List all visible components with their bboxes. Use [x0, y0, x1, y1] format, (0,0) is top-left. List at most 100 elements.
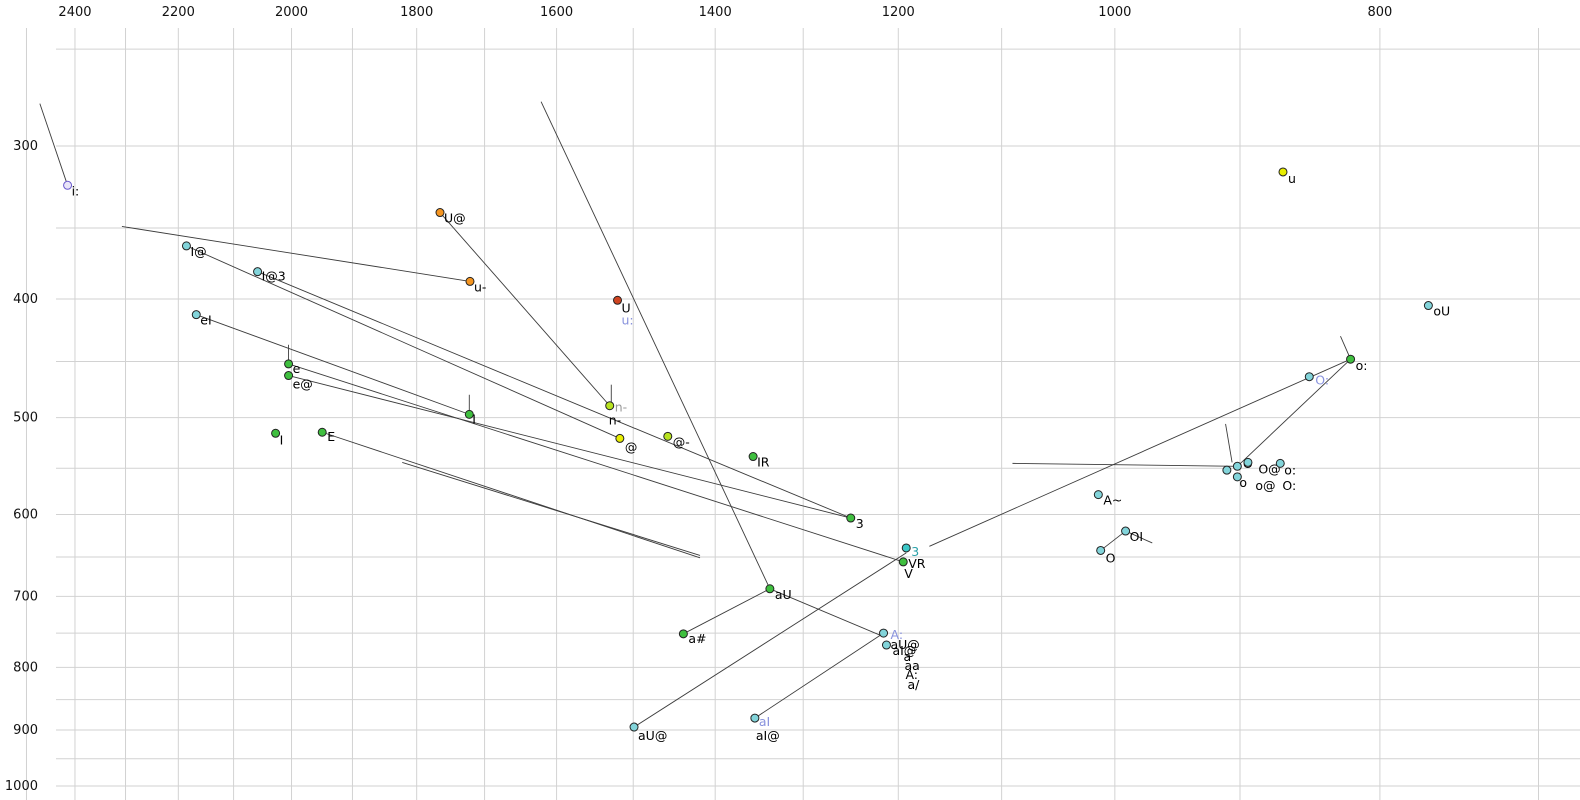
point-label: I@3: [262, 269, 286, 284]
y-tick-label: 500: [13, 411, 38, 426]
data-point-O-c1: [1222, 465, 1232, 475]
point-label: OI: [1130, 529, 1144, 544]
point-label: V: [904, 566, 913, 581]
point-label: aU: [775, 587, 792, 602]
data-point-eI: [191, 310, 201, 320]
trajectory-line: [633, 552, 907, 728]
point-label: aI: [759, 714, 770, 729]
data-point-A~: [1093, 490, 1103, 500]
data-point-I: [271, 428, 281, 438]
trajectory-line: [121, 226, 471, 282]
data-point-@: [615, 433, 625, 443]
point-label: o:: [1356, 358, 1368, 373]
data-point-I@3: [253, 267, 263, 277]
data-point-i:: [63, 180, 73, 190]
point-label: O:: [1315, 373, 1329, 388]
data-point-U: [613, 295, 623, 305]
point-label: aI@: [756, 728, 780, 743]
point-label: u:: [622, 312, 634, 327]
point-label: U: [622, 300, 631, 315]
data-point-e: [284, 359, 294, 369]
data-point-V: [898, 557, 908, 567]
y-tick-label: 300: [13, 139, 38, 154]
point-label: oU: [1433, 304, 1450, 319]
y-tick-label: 900: [13, 723, 38, 738]
point-label: A:: [905, 667, 918, 682]
point-label: 3: [911, 544, 919, 559]
y-tick-label: 800: [13, 660, 38, 675]
point-label: a#: [688, 631, 706, 646]
trajectory-line: [439, 212, 611, 407]
point-label: A:: [891, 627, 904, 642]
point-label: 3: [856, 516, 864, 531]
trajectory-line: [1237, 358, 1351, 467]
trajectory-line: [322, 431, 701, 559]
trajectory-line: [754, 632, 884, 719]
point-label: O:: [1282, 478, 1296, 493]
point-label: n-: [615, 400, 627, 415]
trajectory-line: [402, 461, 701, 556]
data-point-o:: [1346, 354, 1356, 364]
x-tick-label: 2400: [58, 5, 91, 20]
point-label: @-: [673, 434, 690, 449]
point-label: u: [1288, 171, 1296, 186]
point-label: aU@: [638, 728, 667, 743]
trajectory-line: [1012, 462, 1238, 467]
point-label: @: [625, 439, 638, 454]
point-label: u-: [474, 279, 486, 294]
data-point-3: [846, 513, 856, 523]
point-label: o: [1239, 475, 1247, 490]
data-point-O:: [1304, 372, 1314, 382]
point-label: i:: [72, 183, 80, 198]
point-label: IR: [757, 455, 770, 470]
point-label: O: [1106, 550, 1116, 565]
point-label: I: [472, 411, 476, 426]
x-tick-label: 1600: [540, 5, 573, 20]
point-label: O@: [1258, 461, 1280, 476]
point-label: I: [280, 432, 284, 447]
point-label: n-: [609, 413, 621, 428]
x-tick-label: 1800: [400, 5, 433, 20]
point-label: VR: [908, 556, 926, 571]
trajectory-line: [1100, 530, 1126, 551]
data-point-@-: [663, 431, 673, 441]
data-point-O-c3: [1243, 457, 1253, 467]
data-point-aI@: [750, 713, 760, 723]
x-tick-label: 2200: [162, 5, 195, 20]
point-label: E: [327, 429, 335, 444]
data-point-a-cluster: [881, 640, 891, 650]
data-point-IR: [748, 452, 758, 462]
point-label: a: [903, 649, 911, 664]
data-point-aU@: [629, 722, 639, 732]
data-point-a#: [678, 629, 688, 639]
trajectory-line: [769, 588, 884, 638]
data-point-E: [317, 427, 327, 437]
data-point-O-c5: [1232, 472, 1242, 482]
y-tick-label: 600: [13, 507, 38, 522]
point-label: aI@: [892, 643, 916, 658]
x-tick-label: 1200: [882, 5, 915, 20]
x-tick-label: 2000: [275, 5, 308, 20]
trajectory-line: [540, 101, 771, 589]
trajectory-line: [288, 375, 851, 519]
point-label: e: [293, 361, 301, 376]
point-label: o@: [1255, 478, 1275, 493]
point-label: eI: [200, 313, 211, 328]
y-tick-label: 700: [13, 589, 38, 604]
point-label: e@: [293, 377, 313, 392]
data-point-e@: [284, 371, 294, 381]
point-label: U@: [444, 211, 466, 226]
trajectory-line: [39, 103, 68, 186]
y-tick-label: 400: [13, 292, 38, 307]
trajectory-line: [929, 358, 1351, 547]
data-point-u-: [465, 276, 475, 286]
trajectory-line: [1225, 423, 1233, 463]
trajectory-line: [196, 314, 470, 415]
point-label: aa: [904, 658, 919, 673]
point-label: a/: [907, 677, 920, 692]
data-point-u: [1278, 167, 1288, 177]
trajectory-line: [186, 245, 621, 439]
data-point-O-c2: [1232, 461, 1242, 471]
